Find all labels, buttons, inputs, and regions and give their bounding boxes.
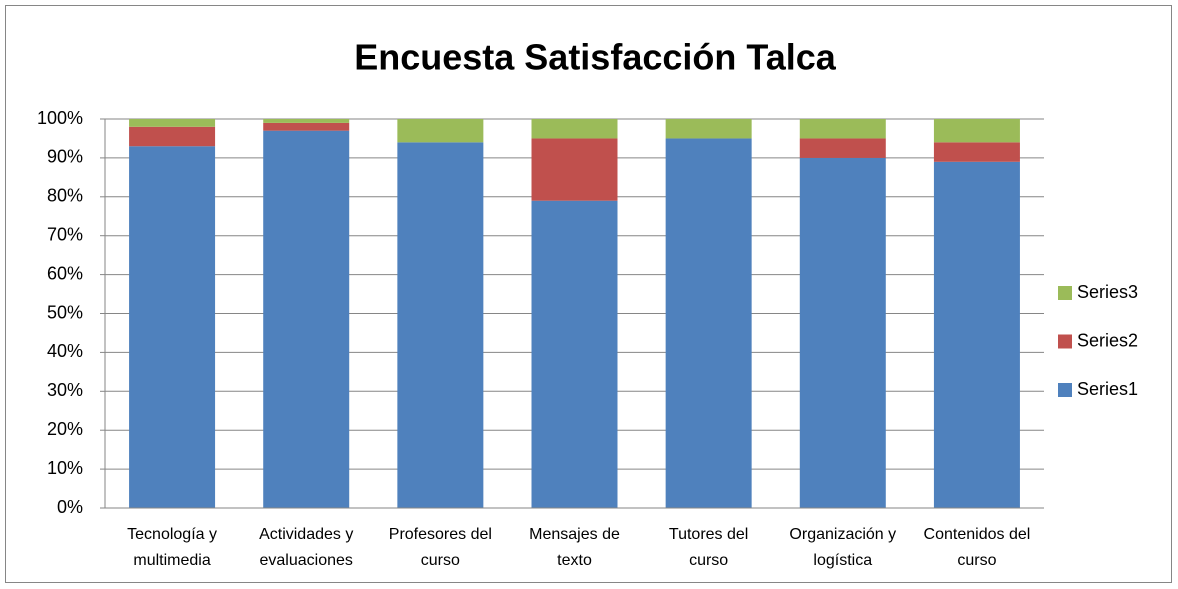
y-tick-label: 90%	[47, 147, 83, 167]
x-tick-label: Actividades y evaluaciones	[259, 526, 353, 569]
bar-segment	[799, 138, 886, 158]
y-tick-label: 50%	[47, 302, 83, 322]
legend-swatch	[1058, 286, 1072, 300]
legend-label: Series1	[1077, 379, 1138, 399]
bar-segment	[129, 126, 216, 147]
y-tick-label: 100%	[37, 108, 83, 128]
bar-segment	[531, 200, 618, 508]
x-tick-label: Contenidos del curso	[924, 526, 1031, 569]
bar-segment	[129, 119, 216, 127]
bar-segment	[933, 161, 1020, 509]
x-tick-label: Tecnología y multimedia	[127, 526, 217, 569]
bar-segment	[531, 138, 618, 201]
bar-segment	[397, 119, 484, 143]
y-tick-label: 40%	[47, 341, 83, 361]
y-tick-label: 60%	[47, 263, 83, 283]
bar-segment	[799, 119, 886, 139]
y-tick-label: 70%	[47, 224, 83, 244]
legend-swatch	[1058, 334, 1072, 349]
bar-segment	[799, 157, 886, 508]
y-tick-label: 10%	[47, 458, 83, 478]
bar-segment	[933, 119, 1020, 143]
x-tick-label: Organización y logística	[789, 526, 896, 569]
legend-label: Series3	[1077, 282, 1138, 302]
x-tick-label: Tutores del curso	[669, 526, 748, 569]
x-tick-label: Profesores del curso	[389, 526, 492, 569]
bar-segment	[263, 130, 350, 509]
bar-segment	[665, 119, 752, 139]
bar-segment	[933, 142, 1020, 162]
chart-title: Encuesta Satisfacción Talca	[354, 37, 837, 78]
bar-segment	[397, 142, 484, 508]
y-tick-label: 30%	[47, 380, 83, 400]
bar-segment	[129, 146, 216, 509]
y-tick-label: 0%	[57, 497, 83, 517]
bar-segment	[531, 119, 618, 139]
bar-segment	[263, 122, 350, 131]
legend-swatch	[1058, 383, 1072, 397]
bar-segment	[665, 138, 752, 508]
bar-segment	[263, 119, 350, 123]
legend-label: Series2	[1077, 330, 1138, 350]
y-tick-label: 20%	[47, 419, 83, 439]
y-tick-label: 80%	[47, 186, 83, 206]
x-tick-label: Mensajes de texto	[529, 526, 620, 569]
